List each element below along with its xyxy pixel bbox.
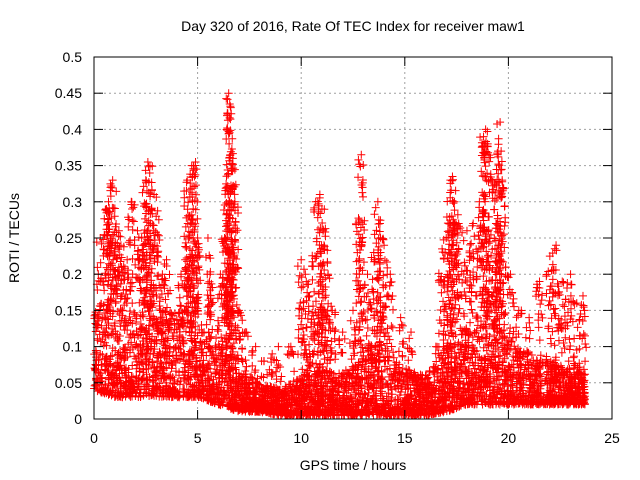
data-point <box>139 312 148 321</box>
data-point <box>482 346 491 355</box>
data-point <box>148 320 157 329</box>
data-point <box>224 381 233 390</box>
data-point <box>121 314 130 323</box>
data-point <box>432 357 441 366</box>
data-point <box>130 310 139 319</box>
data-point <box>190 372 199 381</box>
data-point <box>452 370 461 379</box>
data-point <box>182 379 191 388</box>
data-point <box>212 334 221 343</box>
data-points <box>90 89 591 420</box>
data-point <box>128 319 137 328</box>
data-point <box>285 380 294 389</box>
data-point <box>450 349 459 358</box>
data-point <box>390 369 399 378</box>
data-point <box>497 371 506 380</box>
data-point <box>199 356 208 365</box>
data-point <box>157 313 166 322</box>
data-point <box>91 319 100 328</box>
data-point <box>138 350 147 359</box>
data-point <box>156 314 165 323</box>
